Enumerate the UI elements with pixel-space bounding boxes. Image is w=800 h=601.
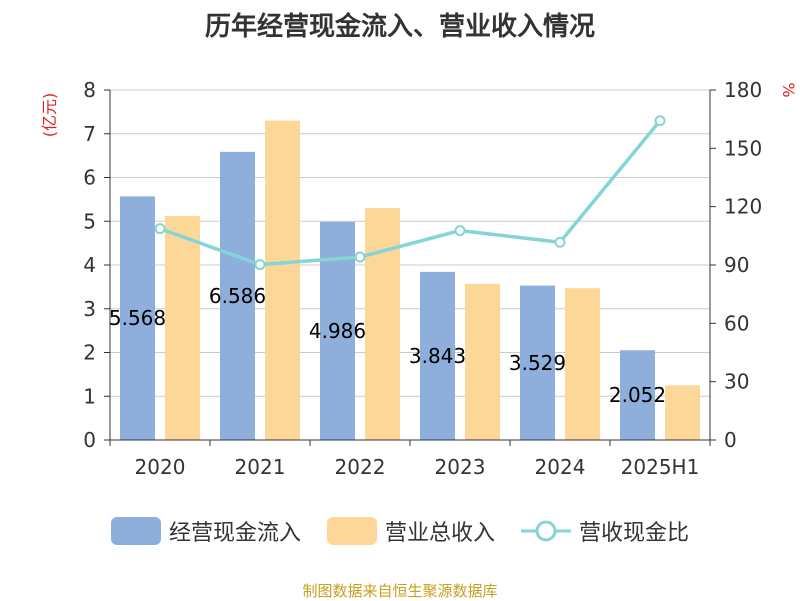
data-labels: 5.568 6.586 4.986 3.843 3.529 2.052 [109, 284, 666, 407]
y-left-tick-label: 7 [83, 122, 96, 146]
data-label-cash-inflow: 2.052 [609, 383, 666, 407]
legend: 经营现金流入 营业总收入 营收现金比 [0, 515, 800, 547]
y-left-tick-label: 5 [83, 209, 96, 233]
bar-cash-inflow [120, 196, 155, 440]
legend-line-ratio-icon [521, 520, 571, 542]
y-left-tick-label: 8 [83, 78, 96, 102]
point-ratio [154, 223, 166, 235]
point-ratio [454, 225, 466, 237]
point-ratio [354, 251, 366, 263]
data-label-cash-inflow: 3.529 [509, 351, 566, 375]
x-tick-label: 2023 [435, 455, 486, 479]
point-ratio [254, 259, 266, 271]
legend-label-cash-inflow: 经营现金流入 [168, 521, 301, 546]
chart-title: 历年经营现金流入、营业收入情况 [204, 12, 595, 42]
data-label-cash-inflow: 3.843 [409, 344, 466, 368]
y-right-tick-label: 0 [724, 428, 737, 452]
bar-cash-inflow [420, 271, 455, 440]
point-ratio [554, 236, 566, 248]
legend-item-cash-inflow[interactable]: 经营现金流入 [110, 515, 301, 547]
source-note: 制图数据来自恒生聚源数据库 [302, 582, 498, 600]
legend-swatch-cash-inflow [110, 517, 161, 545]
y-right-tick-label: 120 [724, 195, 762, 219]
y-right-tick-label: 150 [724, 136, 762, 160]
y-right-axis-title: % [779, 82, 798, 97]
bar-revenue [165, 216, 200, 440]
y-left-tick-label: 3 [83, 297, 96, 321]
y-left-axis-title: (亿元) [40, 93, 59, 138]
bar-cash-inflow [620, 350, 655, 440]
point-ratio [654, 115, 666, 127]
y-right-tick-label: 60 [724, 311, 749, 335]
y-left-tick-label: 2 [83, 341, 96, 365]
x-tick-label: 2024 [535, 455, 586, 479]
x-tick-label: 2022 [335, 455, 386, 479]
legend-item-revenue[interactable]: 营业总收入 [326, 515, 495, 547]
bar-revenue [565, 288, 600, 440]
y-left-tick-label: 1 [83, 384, 96, 408]
legend-label-revenue: 营业总收入 [384, 521, 495, 546]
data-label-cash-inflow: 5.568 [109, 306, 166, 330]
bar-revenue [465, 283, 500, 440]
y-left-tick-label: 0 [83, 428, 96, 452]
legend-label-ratio: 营收现金比 [579, 521, 690, 546]
bar-revenue [265, 120, 300, 440]
bar-cash-inflow [220, 151, 255, 441]
data-label-cash-inflow: 4.986 [309, 319, 366, 343]
legend-item-ratio[interactable]: 营收现金比 [521, 515, 689, 547]
y-right-tick-label: 90 [724, 253, 749, 277]
bar-revenue [665, 385, 700, 440]
y-right-tick-label: 30 [724, 370, 749, 394]
x-tick-label: 2025H1 [621, 455, 700, 479]
legend-swatch-revenue [326, 517, 377, 545]
y-left-tick-label: 4 [83, 253, 96, 277]
data-label-cash-inflow: 6.586 [209, 284, 266, 308]
y-left-tick-label: 6 [83, 166, 96, 190]
axes: 0 1 2 3 4 5 6 7 8 0 30 60 90 120 150 180 2020 2021 2022 202… [83, 78, 762, 479]
bar-cash-inflow [520, 285, 555, 440]
x-tick-label: 2020 [135, 455, 186, 479]
ratio-line [154, 115, 666, 271]
bar-revenue [365, 208, 400, 440]
y-right-tick-label: 180 [724, 78, 762, 102]
line-ratio [159, 119, 662, 267]
x-tick-label: 2021 [235, 455, 286, 479]
bars [120, 120, 700, 441]
